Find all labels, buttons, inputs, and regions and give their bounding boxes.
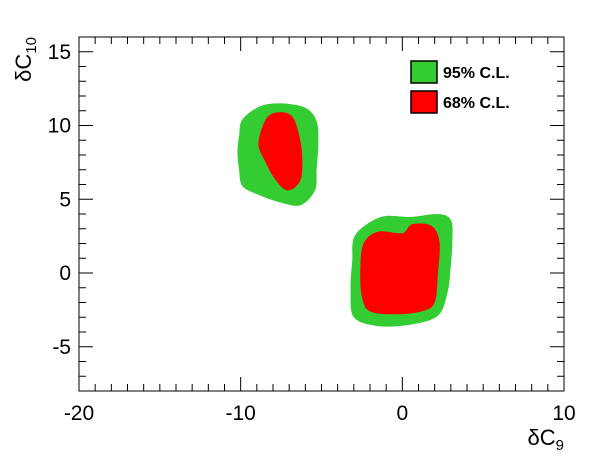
y-tick-label: -5 — [52, 336, 71, 359]
legend-swatch-68 — [410, 90, 438, 114]
region-68-1 — [258, 112, 303, 191]
y-axis-title: δC10 — [11, 37, 40, 82]
x-axis-title-base: δC — [528, 425, 556, 450]
x-axis-title-subscript: 9 — [556, 437, 564, 454]
x-tick-label: -20 — [64, 402, 94, 425]
x-tick-label: -10 — [225, 402, 255, 425]
x-tick-label: 10 — [552, 402, 575, 425]
y-tick-label: 15 — [48, 41, 71, 64]
legend-swatch-95 — [410, 60, 438, 84]
axis-ticks — [78, 36, 565, 392]
y-tick-labels: -5 0 5 10 15 — [48, 41, 71, 359]
y-axis-title-base: δC — [11, 54, 36, 82]
y-tick-label: 0 — [59, 262, 71, 285]
confidence-regions — [237, 103, 453, 327]
x-axis-title: δC9 — [528, 425, 564, 454]
region-68-2 — [360, 223, 440, 315]
y-axis-title-subscript: 10 — [23, 37, 40, 54]
y-tick-label: 10 — [48, 115, 71, 138]
x-tick-label: 0 — [396, 402, 408, 425]
legend-label-68: 68% C.L. — [443, 95, 510, 112]
legend: 95% C.L. 68% C.L. — [410, 60, 510, 114]
y-tick-label: 5 — [59, 188, 71, 211]
x-tick-labels: -20 -10 0 10 — [64, 402, 576, 425]
legend-label-95: 95% C.L. — [443, 65, 510, 82]
plot-frame — [78, 36, 565, 392]
